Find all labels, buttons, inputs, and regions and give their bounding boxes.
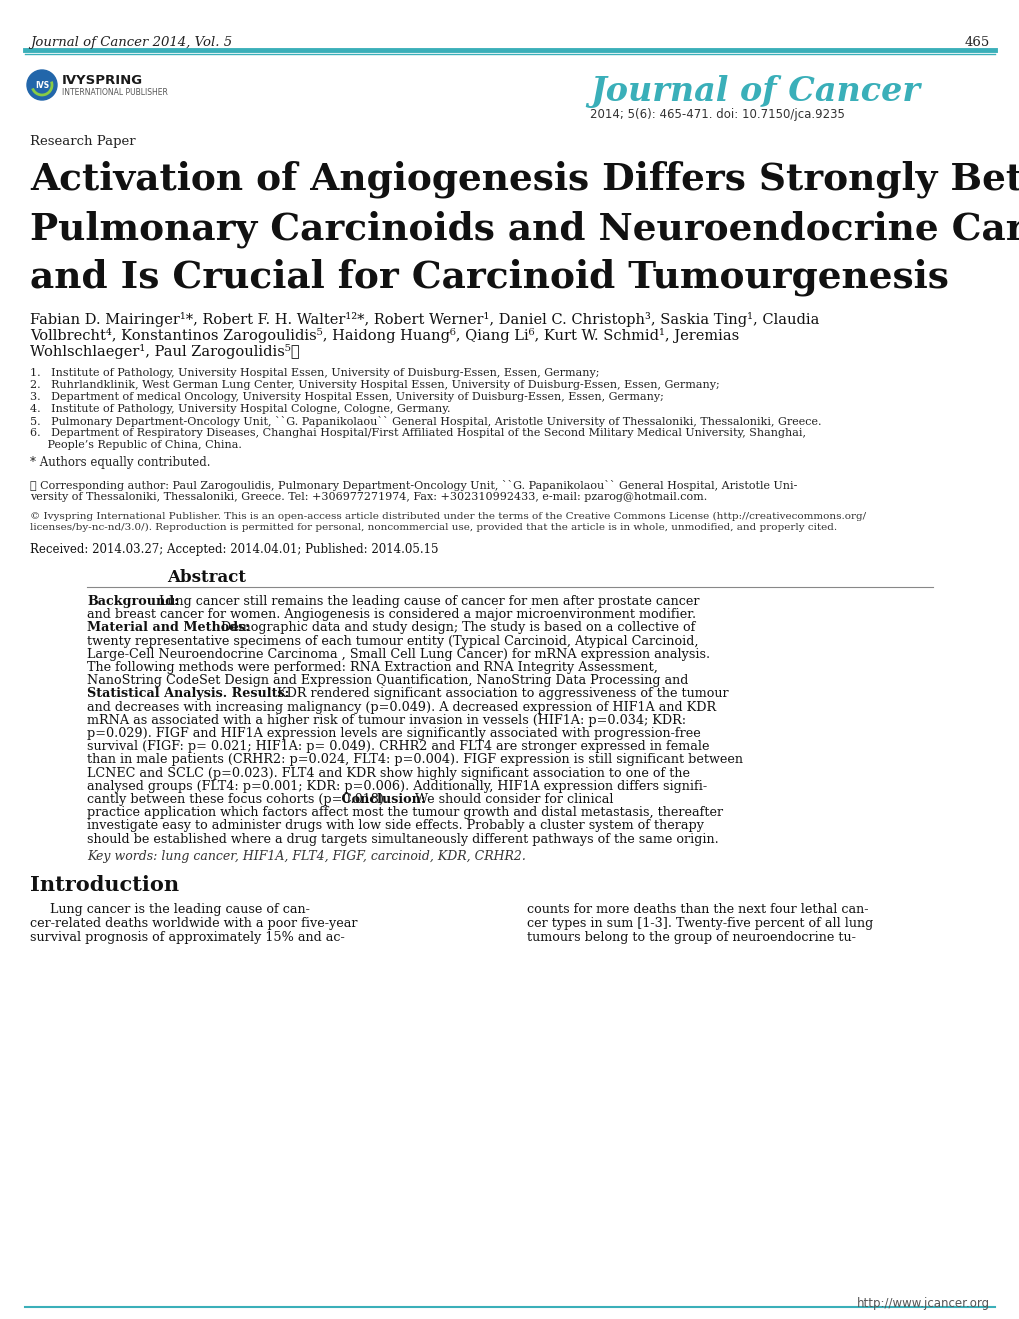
Text: analysed groups (FLT4: p=0.001; KDR: p=0.006). Additionally, HIF1A expression di: analysed groups (FLT4: p=0.001; KDR: p=0…: [87, 780, 706, 793]
Text: Demographic data and study design; The study is based on a collective of: Demographic data and study design; The s…: [217, 621, 695, 634]
Text: investigate easy to administer drugs with low side effects. Probably a cluster s: investigate easy to administer drugs wit…: [87, 819, 703, 832]
Text: Lung cancer is the leading cause of can-: Lung cancer is the leading cause of can-: [30, 902, 310, 915]
Text: versity of Thessaloniki, Thessaloniki, Greece. Tel: +306977271974, Fax: +3023109: versity of Thessaloniki, Thessaloniki, G…: [30, 492, 706, 503]
Text: Large-Cell Neuroendocrine Carcinoma , Small Cell Lung Cancer) for mRNA expressio: Large-Cell Neuroendocrine Carcinoma , Sm…: [87, 648, 709, 661]
Text: 5.   Pulmonary Department-Oncology Unit, ``G. Papanikolaou`` General Hospital, A: 5. Pulmonary Department-Oncology Unit, `…: [30, 415, 820, 427]
Text: Research Paper: Research Paper: [30, 135, 136, 148]
Text: 2.   Ruhrlandklinik, West German Lung Center, University Hospital Essen, Univers: 2. Ruhrlandklinik, West German Lung Cent…: [30, 380, 719, 390]
Text: cer types in sum [1-3]. Twenty-five percent of all lung: cer types in sum [1-3]. Twenty-five perc…: [527, 917, 872, 930]
Text: Wohlschlaeger¹, Paul Zarogoulidis⁵✉: Wohlschlaeger¹, Paul Zarogoulidis⁵✉: [30, 344, 300, 359]
Text: cer-related deaths worldwide with a poor five-year: cer-related deaths worldwide with a poor…: [30, 917, 357, 930]
Text: and decreases with increasing malignancy (p=0.049). A decreased expression of HI: and decreases with increasing malignancy…: [87, 700, 715, 714]
Text: Lung cancer still remains the leading cause of cancer for men after prostate can: Lung cancer still remains the leading ca…: [155, 595, 699, 608]
Text: tumours belong to the group of neuroendocrine tu-: tumours belong to the group of neuroendo…: [527, 931, 855, 944]
Text: 2014; 5(6): 465-471. doi: 10.7150/jca.9235: 2014; 5(6): 465-471. doi: 10.7150/jca.92…: [589, 108, 844, 121]
Text: Material and Methods:: Material and Methods:: [87, 621, 250, 634]
Text: p=0.029). FIGF and HIF1A expression levels are significantly associated with pro: p=0.029). FIGF and HIF1A expression leve…: [87, 727, 700, 740]
Text: Fabian D. Mairinger¹*, Robert F. H. Walter¹²*, Robert Werner¹, Daniel C. Christo: Fabian D. Mairinger¹*, Robert F. H. Walt…: [30, 313, 818, 327]
Text: and Is Crucial for Carcinoid Tumourgenesis: and Is Crucial for Carcinoid Tumourgenes…: [30, 259, 948, 295]
Text: Journal of Cancer 2014, Vol. 5: Journal of Cancer 2014, Vol. 5: [30, 36, 232, 49]
Text: * Authors equally contributed.: * Authors equally contributed.: [30, 456, 210, 470]
Text: IVS: IVS: [35, 80, 49, 90]
Text: Abstract: Abstract: [167, 568, 246, 586]
Text: ✉ Corresponding author: Paul Zarogoulidis, Pulmonary Department-Oncology Unit, `: ✉ Corresponding author: Paul Zarogoulidi…: [30, 480, 797, 491]
Text: Received: 2014.03.27; Accepted: 2014.04.01; Published: 2014.05.15: Received: 2014.03.27; Accepted: 2014.04.…: [30, 543, 438, 557]
Text: than in male patients (CRHR2: p=0.024, FLT4: p=0.004). FIGF expression is still : than in male patients (CRHR2: p=0.024, F…: [87, 753, 742, 766]
Text: 465: 465: [964, 36, 989, 49]
Text: KDR rendered significant association to aggressiveness of the tumour: KDR rendered significant association to …: [273, 687, 728, 700]
Text: © Ivyspring International Publisher. This is an open-access article distributed : © Ivyspring International Publisher. Thi…: [30, 512, 865, 521]
Text: survival prognosis of approximately 15% and ac-: survival prognosis of approximately 15% …: [30, 931, 344, 944]
Text: LCNEC and SCLC (p=0.023). FLT4 and KDR show highly significant association to on: LCNEC and SCLC (p=0.023). FLT4 and KDR s…: [87, 766, 689, 780]
Text: People’s Republic of China, China.: People’s Republic of China, China.: [30, 441, 242, 450]
Text: licenses/by-nc-nd/3.0/). Reproduction is permitted for personal, noncommercial u: licenses/by-nc-nd/3.0/). Reproduction is…: [30, 524, 837, 532]
Text: Key words: lung cancer, HIF1A, FLT4, FIGF, carcinoid, KDR, CRHR2.: Key words: lung cancer, HIF1A, FLT4, FIG…: [87, 849, 526, 863]
Text: Conclusion:: Conclusion:: [336, 793, 425, 806]
Text: 4.   Institute of Pathology, University Hospital Cologne, Cologne, Germany.: 4. Institute of Pathology, University Ho…: [30, 404, 450, 414]
Text: 6.   Department of Respiratory Diseases, Changhai Hospital/First Affiliated Hosp: 6. Department of Respiratory Diseases, C…: [30, 427, 805, 438]
Text: Pulmonary Carcinoids and Neuroendocrine Carinomas: Pulmonary Carcinoids and Neuroendocrine …: [30, 210, 1019, 248]
Text: IVYSPRING: IVYSPRING: [62, 74, 143, 87]
Text: http://www.jcancer.org: http://www.jcancer.org: [856, 1297, 989, 1310]
Text: Statistical Analysis. Results:: Statistical Analysis. Results:: [87, 687, 289, 700]
Text: Activation of Angiogenesis Differs Strongly Between: Activation of Angiogenesis Differs Stron…: [30, 160, 1019, 198]
Text: mRNA as associated with a higher risk of tumour invasion in vessels (HIF1A: p=0.: mRNA as associated with a higher risk of…: [87, 714, 686, 727]
Text: cantly between these focus cohorts (p=0.018).: cantly between these focus cohorts (p=0.…: [87, 793, 388, 806]
Text: twenty representative specimens of each tumour entity (Typical Carcinoid, Atypic: twenty representative specimens of each …: [87, 634, 698, 648]
Text: We should consider for clinical: We should consider for clinical: [411, 793, 613, 806]
Text: The following methods were performed: RNA Extraction and RNA Integrity Assessmen: The following methods were performed: RN…: [87, 661, 657, 674]
Text: NanoString CodeSet Design and Expression Quantification, NanoString Data Process: NanoString CodeSet Design and Expression…: [87, 674, 688, 687]
Text: Vollbrecht⁴, Konstantinos Zarogoulidis⁵, Haidong Huang⁶, Qiang Li⁶, Kurt W. Schm: Vollbrecht⁴, Konstantinos Zarogoulidis⁵,…: [30, 328, 739, 343]
Text: 3.   Department of medical Oncology, University Hospital Essen, University of Du: 3. Department of medical Oncology, Unive…: [30, 392, 663, 402]
Text: should be established where a drug targets simultaneously different pathways of : should be established where a drug targe…: [87, 832, 718, 845]
Text: counts for more deaths than the next four lethal can-: counts for more deaths than the next fou…: [527, 902, 867, 915]
Circle shape: [26, 70, 57, 100]
Text: Journal of Cancer: Journal of Cancer: [589, 75, 919, 108]
Text: practice application which factors affect most the tumour growth and distal meta: practice application which factors affec…: [87, 806, 722, 819]
Text: INTERNATIONAL PUBLISHER: INTERNATIONAL PUBLISHER: [62, 88, 168, 98]
Text: Introduction: Introduction: [30, 874, 179, 894]
Text: Background:: Background:: [87, 595, 178, 608]
Text: and breast cancer for women. Angiogenesis is considered a major microenvironment: and breast cancer for women. Angiogenesi…: [87, 608, 695, 621]
Text: 1.   Institute of Pathology, University Hospital Essen, University of Duisburg-E: 1. Institute of Pathology, University Ho…: [30, 368, 599, 379]
Text: survival (FIGF: p= 0.021; HIF1A: p= 0.049). CRHR2 and FLT4 are stronger expresse: survival (FIGF: p= 0.021; HIF1A: p= 0.04…: [87, 740, 709, 753]
